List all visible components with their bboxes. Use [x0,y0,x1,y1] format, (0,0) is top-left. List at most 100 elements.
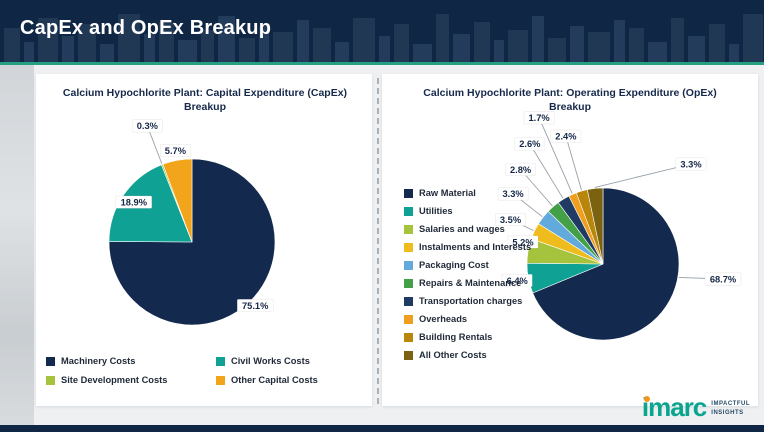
skyline-building [273,32,293,62]
legend-label-raw-material: Raw Material [419,188,476,198]
legend-item-transportation-charges: Transportation charges [404,296,554,306]
skyline-building [671,18,684,62]
legend-label-other-capital-costs: Other Capital Costs [231,375,318,385]
skyline-building [118,14,140,62]
legend-item-instalments-and-interests: Instalments and Interests [404,242,554,252]
legend-item-all-other-costs: All Other Costs [404,350,554,360]
data-label-transportation-charges: 2.6% [519,139,541,149]
data-label-repairs-and-maintenance: 2.8% [510,165,532,175]
data-label-other-capital-costs: 5.7% [165,146,187,156]
legend-swatch-all-other-costs [404,350,413,360]
opex-chart-title: Calcium Hypochlorite Plant: Operating Ex… [388,86,752,114]
legend-item-other-capital-costs: Other Capital Costs [216,375,366,385]
data-label-raw-material: 68.7% [710,274,737,284]
data-label-box-site-development-costs [131,119,163,133]
legend-swatch-other-capital-costs [216,375,225,385]
data-label-box-salaries-and-wages [507,235,539,249]
skyline-building [614,20,625,62]
accent-divider-line [0,62,764,65]
legend-swatch-building-rentals [404,332,413,342]
legend-swatch-instalments-and-interests [404,242,413,252]
footer-bar [0,425,764,432]
data-label-all-other-costs: 3.3% [680,159,702,169]
skyline-building [588,32,610,62]
skyline-building [688,36,705,62]
data-label-utilities: 6.4% [507,276,529,286]
data-label-box-instalments-and-interests [495,213,526,227]
legend-swatch-raw-material [404,188,413,198]
skyline-building [159,22,174,62]
legend-item-site-development-costs: Site Development Costs [46,375,216,385]
data-label-site-development-costs: 0.3% [137,121,159,131]
legend-item-building-rentals: Building Rentals [404,332,554,342]
data-label-instalments-and-interests: 3.5% [500,215,522,225]
skyline-building [38,18,58,62]
pie-slice-all-other-costs [586,187,604,265]
legend-item-overheads: Overheads [404,314,554,324]
data-label-box-other-capital-costs [160,144,191,158]
skyline-building [335,42,349,62]
skyline-building [743,14,763,62]
imarc-logo-orange-dot [643,396,650,402]
opex-pie-chart: 68.7% 6.4% 5.2% 3.5% 3.3% 2.8% 2.6% 1.7% 2.4% 3.3… [495,111,742,341]
pie-slice-other-capital-costs [162,158,193,243]
skyline-building [178,40,197,62]
data-label-box-utilities [501,274,533,288]
data-label-overheads: 1.7% [528,113,550,123]
label-leader-line [529,143,564,199]
data-label-box-machinery-costs [236,299,274,313]
data-label-civil-works-costs: 18.9% [121,198,148,208]
legend-label-repairs-and-maintenance: Repairs & Maintenance [419,278,522,288]
data-label-box-all-other-costs [675,157,707,171]
skyline-building [709,24,725,62]
legend-swatch-packaging-cost [404,260,413,270]
label-leader-line [538,117,573,194]
legend-swatch-utilities [404,206,413,216]
legend-label-transportation-charges: Transportation charges [419,296,523,306]
data-label-box-packaging-cost [497,187,529,201]
background-photo-strip [0,65,34,425]
skyline-building [218,16,235,62]
label-leader-line [565,136,582,191]
skyline-building [201,30,214,62]
skyline-building [570,26,584,62]
legend-label-packaging-cost: Packaging Cost [419,260,489,270]
label-leader-line [594,163,692,188]
legend-item-raw-material: Raw Material [404,188,554,198]
data-label-packaging-cost: 3.3% [502,189,524,199]
skyline-building [259,26,269,62]
skyline-building [239,38,255,62]
imarc-wordmark: imarc [641,392,707,422]
city-skyline-graphic [4,14,763,62]
skyline-building [548,38,566,62]
legend-item-salaries-and-wages: Salaries and wages [404,224,554,234]
legend-item-utilities: Utilities [404,206,554,216]
slide-header: CapEx and OpEx Breakup [0,0,764,62]
skyline-building [100,44,114,62]
capex-legend: Machinery Costs Civil Works Costs Site Dev… [46,356,366,385]
skyline-building [297,20,309,62]
legend-label-all-other-costs: All Other Costs [419,350,487,360]
slide-title: CapEx and OpEx Breakup [20,17,272,39]
capex-chart-title: Calcium Hypochlorite Plant: Capital Expe… [42,86,368,114]
capex-pie-chart: 75.1% 18.9% 0.3% 5.7% [108,119,276,326]
capex-title-line2: Breakup [183,101,226,114]
imarc-tagline-line1: IMPACTFUL [711,401,750,408]
data-label-box-raw-material [704,272,742,286]
skyline-building [394,24,409,62]
skyline-building [532,16,544,62]
legend-item-packaging-cost: Packaging Cost [404,260,554,270]
skyline-building [313,28,331,62]
skyline-building [453,34,470,62]
skyline-building [629,28,644,62]
data-label-box-civil-works-costs [115,195,153,209]
data-label-salaries-and-wages: 5.2% [512,237,534,247]
legend-item-machinery-costs: Machinery Costs [46,356,216,366]
legend-item-repairs-and-maintenance: Repairs & Maintenance [404,278,554,288]
skyline-building [4,28,20,62]
data-label-machinery-costs: 75.1% [242,301,269,311]
legend-swatch-civil-works-costs [216,356,225,366]
legend-label-salaries-and-wages: Salaries and wages [419,224,505,234]
data-label-box-transportation-charges [514,137,546,151]
